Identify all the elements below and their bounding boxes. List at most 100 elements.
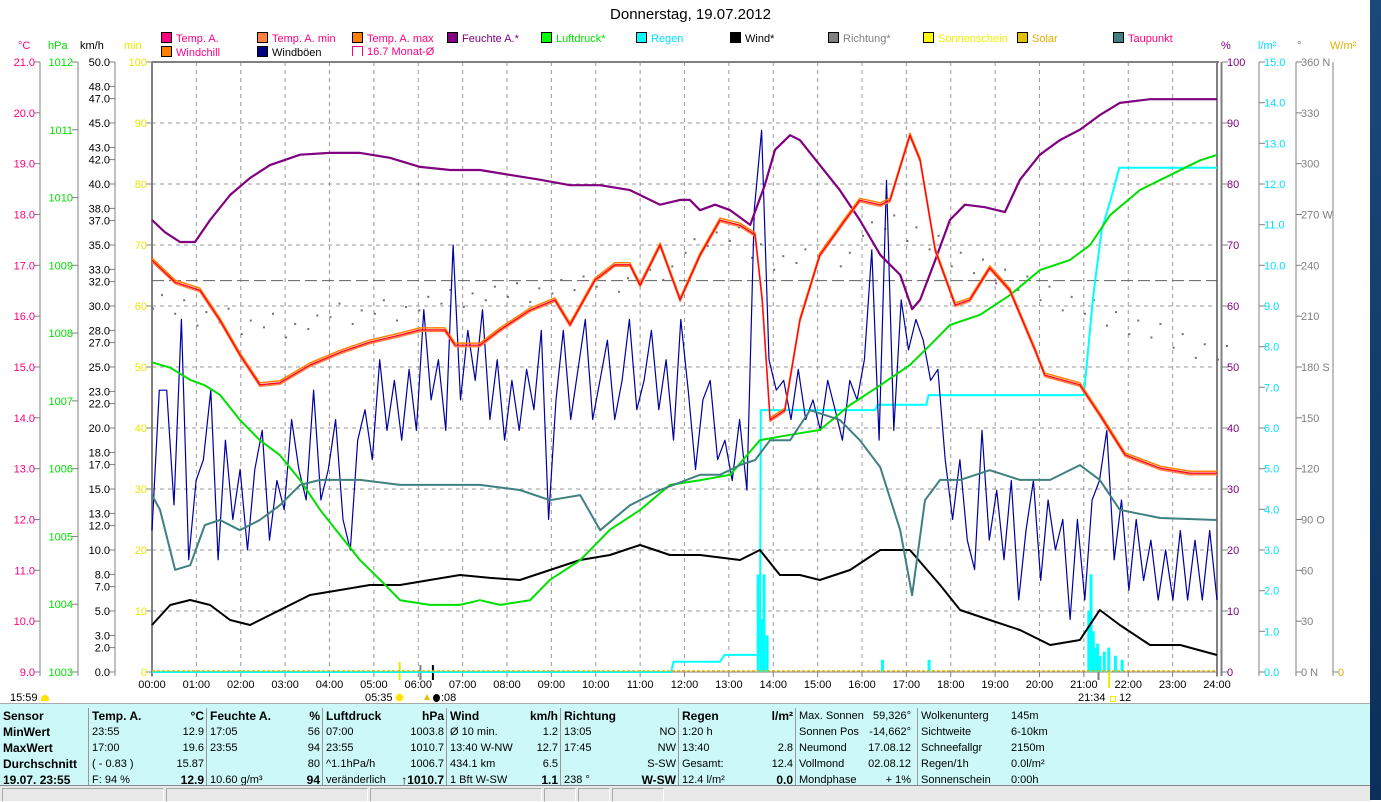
cell-value: W-SW — [641, 773, 676, 787]
cell-label: Neumond — [799, 742, 847, 754]
legend-swatch — [923, 32, 934, 43]
cell-value: 0.0l/m² — [1011, 758, 1045, 770]
table-row: Mondphase + 1% — [799, 772, 915, 788]
unit-solar: W/m² — [1330, 40, 1357, 52]
axis-tick-label-rain: 6.0 — [1264, 423, 1279, 435]
status-bar — [0, 785, 1370, 802]
axis-tick-label-wind: 15.0 — [89, 484, 110, 496]
direction-point — [529, 300, 532, 303]
legend-label: Taupunkt — [1128, 33, 1173, 45]
cell-label: 23:55 — [92, 726, 120, 738]
table-row: Neumond 17.08.12 — [799, 740, 915, 756]
x-axis-tick-label: 04:00 — [316, 679, 344, 691]
legend-item: Temp. A. min — [257, 32, 336, 45]
axis-tick-label-wind: 20.0 — [89, 423, 110, 435]
axis-tick-label-pressure: 1005 — [49, 531, 73, 543]
axis-tick-label-wind: 45.0 — [89, 118, 110, 130]
legend-item: Regen — [636, 32, 683, 45]
axis-tick-label-wind: 38.0 — [89, 203, 110, 215]
axis-tick-label-rain: 10.0 — [1264, 260, 1285, 272]
sunrise-time: 05:35 — [365, 692, 393, 704]
cell-value: + 1% — [885, 774, 911, 786]
axis-tick-label-humidity: 70 — [1227, 240, 1239, 252]
unit-temp: °C — [18, 40, 31, 52]
cell-label: Sensor — [3, 709, 44, 723]
cell-value: 59,326° — [872, 710, 911, 722]
x-axis-tick-label: 05:00 — [360, 679, 388, 691]
humidity-line — [151, 98, 1217, 311]
cell-value: 94 — [307, 742, 320, 754]
left-time-label: 15:59 — [10, 692, 38, 704]
axis-tick-label-direction: 240 — [1301, 260, 1319, 272]
axis-tick-label-wind: 47.0 — [89, 94, 110, 106]
axis-tick-label-humidity: 0 — [1227, 667, 1233, 679]
axis-tick-label-direction: 360 N — [1301, 57, 1330, 69]
axis-tick-label-temp: 16.0 — [14, 311, 35, 323]
direction-point — [161, 294, 163, 297]
table-row: 12.4 l/m² 0.0 — [682, 772, 793, 788]
direction-point — [249, 319, 252, 322]
direction-point — [183, 299, 186, 302]
axis-tick-label-direction: 210 — [1301, 311, 1319, 323]
x-axis-tick-label: 18:00 — [937, 679, 965, 691]
x-axis-tick-label: 08:00 — [493, 679, 521, 691]
axis-tick-label-wind: 22.0 — [89, 399, 110, 411]
direction-point — [848, 251, 851, 254]
axis-tick-label-wind: 32.0 — [89, 277, 110, 289]
axis-tick-label-wind: 42.0 — [89, 155, 110, 167]
sunrise-icon — [396, 694, 403, 701]
cell-label: Regen/1h — [921, 758, 969, 770]
legend-swatch — [541, 32, 552, 43]
cell-value: 94 — [306, 773, 320, 787]
table-column: Wind km/h Ø 10 min. 1.2 13:40 W-NW 12.7 434.1 … — [446, 708, 561, 787]
axis-tick-label-solar: 0 — [1338, 667, 1344, 679]
axis-tick-label-rain: 15.0 — [1264, 57, 1285, 69]
cell-value: S-SW — [647, 758, 676, 770]
table-column: Sensor MinWert MaxWert Durchschnitt 19.07. 2… — [0, 708, 88, 788]
direction-point — [626, 277, 629, 280]
direction-point — [773, 268, 776, 271]
axis-tick-label-rain: 4.0 — [1264, 504, 1279, 516]
direction-point — [1150, 336, 1153, 339]
legend-swatch — [161, 46, 172, 57]
cell-label: 13:40 — [682, 742, 710, 754]
x-axis-tick-label: 23:00 — [1159, 679, 1187, 691]
legend-item: 16.7 Monat-Ø — [352, 46, 434, 59]
cell-label: ( - 0.83 ) — [92, 758, 134, 770]
axis-tick-label-wind: 35.0 — [89, 240, 110, 252]
table-row: ( - 0.83 ) 15.87 — [92, 756, 204, 772]
cell-value: 6.5 — [542, 758, 558, 770]
table-row: 07:00 1003.8 — [326, 724, 444, 740]
direction-point — [804, 248, 807, 251]
table-row: 23:55 1010.7 — [326, 740, 444, 756]
wind-line — [151, 544, 1218, 656]
cell-label: Luftdruck — [326, 709, 382, 723]
axis-tick-label-sun: 40 — [135, 423, 147, 435]
cell-value: 12.4 — [771, 758, 793, 770]
cell-label: Richtung — [564, 709, 616, 723]
axis-tick-label-temp: 12.0 — [14, 515, 35, 527]
axis-tick-label-pressure: 1010 — [49, 193, 73, 205]
chart-title: Donnerstag, 19.07.2012 — [610, 6, 771, 23]
legend-swatch — [257, 32, 268, 43]
direction-point — [972, 272, 975, 275]
table-column: Feuchte A.% 17:05 56 23:55 94 80 10.60 g/m³ 94 — [206, 708, 323, 787]
axis-tick-label-humidity: 30 — [1227, 484, 1239, 496]
direction-point — [285, 336, 288, 339]
table-header: Sensor — [3, 708, 85, 724]
direction-point — [440, 302, 443, 305]
axis-tick-label-wind: 17.0 — [89, 460, 110, 472]
cell-label: Max. Sonnen — [799, 710, 864, 722]
cell-label: veränderlich — [326, 774, 386, 786]
table-column: Max. Sonnen 59,326° Sonnen Pos -14,662° Neum… — [795, 708, 918, 786]
cell-label: 1:20 h — [682, 726, 713, 738]
direction-point — [152, 307, 154, 310]
table-row: 19.07. 23:55 — [3, 772, 85, 788]
table-row: 13:40 W-NW 12.7 — [450, 740, 558, 756]
direction-point — [950, 265, 953, 268]
direction-point — [427, 295, 430, 298]
axis-tick-label-direction: 30 — [1301, 616, 1313, 628]
cell-value: 1006.7 — [410, 758, 444, 770]
rain-bar — [1096, 643, 1100, 672]
table-header: Richtung — [564, 708, 676, 724]
